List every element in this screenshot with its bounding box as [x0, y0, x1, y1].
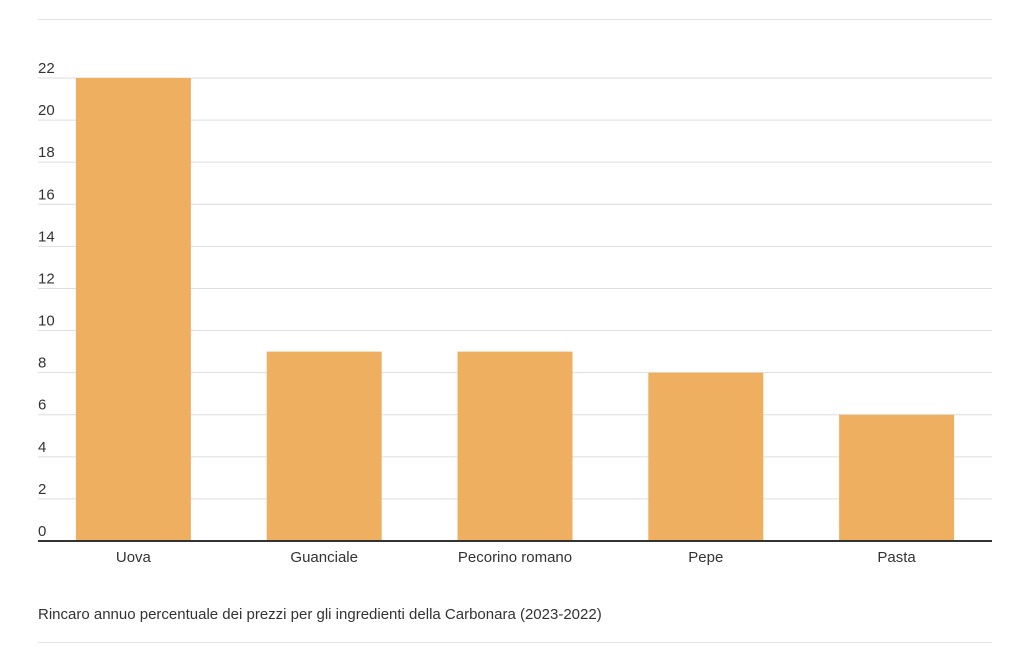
- y-tick-label: 0: [38, 523, 46, 540]
- chart-caption: Rincaro annuo percentuale dei prezzi per…: [38, 606, 602, 623]
- bar: [266, 351, 382, 541]
- y-tick-label: 6: [38, 397, 46, 414]
- y-tick-label: 14: [38, 228, 55, 245]
- top-divider: [38, 19, 992, 20]
- x-category-label: Pecorino romano: [458, 549, 572, 566]
- bars: [75, 78, 955, 541]
- gridlines: [38, 77, 992, 500]
- bar: [648, 372, 764, 541]
- y-tick-label: 2: [38, 481, 46, 498]
- y-tick-label: 12: [38, 270, 55, 287]
- x-category-label: Guanciale: [290, 549, 358, 566]
- y-tick-label: 16: [38, 186, 55, 203]
- bar: [839, 414, 955, 541]
- bar: [457, 351, 573, 541]
- y-axis-ticks: 0 2 4 6 8 10 12 14 16 18 20 22: [38, 60, 55, 540]
- x-category-label: Uova: [116, 549, 152, 566]
- y-tick-label: 8: [38, 355, 46, 372]
- y-tick-label: 4: [38, 439, 46, 456]
- y-tick-label: 10: [38, 313, 55, 330]
- bottom-divider: [38, 642, 992, 643]
- y-tick-label: 20: [38, 102, 55, 119]
- x-axis-labels: Uova Guanciale Pecorino romano Pepe Pasta: [116, 549, 917, 566]
- y-tick-label: 18: [38, 144, 55, 161]
- bar: [75, 78, 191, 541]
- x-category-label: Pasta: [877, 549, 916, 566]
- y-tick-label: 22: [38, 60, 55, 77]
- x-category-label: Pepe: [688, 549, 723, 566]
- bar-chart: 0 2 4 6 8 10 12 14 16 18 20 22 Uova Guanciale Pecorin…: [38, 60, 992, 566]
